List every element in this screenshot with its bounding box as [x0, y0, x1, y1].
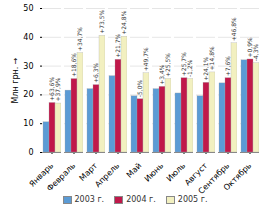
svg-text:+14,8%: +14,8%	[208, 46, 215, 70]
svg-text:+25,5%: +25,5%	[164, 53, 171, 77]
svg-text:Июль: Июль	[164, 161, 188, 184]
svg-text:Июнь: Июнь	[143, 161, 166, 184]
svg-text:+0,9%: +0,9%	[246, 37, 254, 58]
svg-text:10: 10	[23, 119, 33, 128]
svg-text:Млн грн. →: Млн грн. →	[11, 57, 20, 103]
svg-text:+6,3%: +6,3%	[92, 63, 99, 84]
svg-text:30: 30	[23, 62, 33, 71]
svg-text:+25,7%: +25,7%	[180, 52, 188, 77]
svg-text:Февраль: Февраль	[45, 161, 77, 193]
svg-text:+3,4%: +3,4%	[158, 64, 166, 85]
svg-text:+18,6%: +18,6%	[70, 53, 77, 77]
html-text:2003 г.: 2003 г.	[74, 195, 105, 204]
html-text:2005 г.: 2005 г.	[177, 195, 208, 204]
svg-text:+63,6%: +63,6%	[48, 76, 56, 101]
svg-text:Май: Май	[125, 161, 143, 179]
svg-text:50: 50	[23, 4, 33, 13]
svg-text:+46,8%: +46,8%	[230, 17, 237, 41]
svg-text:40: 40	[23, 33, 33, 42]
svg-text:+73,5%: +73,5%	[98, 9, 105, 33]
svg-text:Март: Март	[77, 161, 100, 183]
svg-text:+24,8%: +24,8%	[120, 10, 127, 34]
svg-text:Октябрь: Октябрь	[222, 161, 254, 193]
svg-text:Август: Август	[182, 161, 210, 188]
svg-text:+7,6%: +7,6%	[224, 56, 231, 77]
svg-text:20: 20	[23, 90, 33, 99]
svg-text:0: 0	[28, 148, 33, 157]
svg-text:+37,9%: +37,9%	[54, 77, 61, 101]
svg-text:-5,0%: -5,0%	[136, 80, 143, 98]
svg-text:+34,7%: +34,7%	[76, 27, 83, 51]
html-text:2004 г.: 2004 г.	[126, 195, 156, 204]
svg-text:Апрель: Апрель	[93, 161, 121, 189]
svg-text:+49,7%: +49,7%	[142, 47, 149, 71]
svg-text:+21,7%: +21,7%	[114, 33, 121, 57]
svg-text:+24,1%: +24,1%	[202, 56, 210, 81]
svg-text:Январь: Январь	[27, 161, 56, 189]
svg-text:-1,2%: -1,2%	[186, 59, 193, 77]
svg-text:-4,3%: -4,3%	[252, 44, 259, 62]
